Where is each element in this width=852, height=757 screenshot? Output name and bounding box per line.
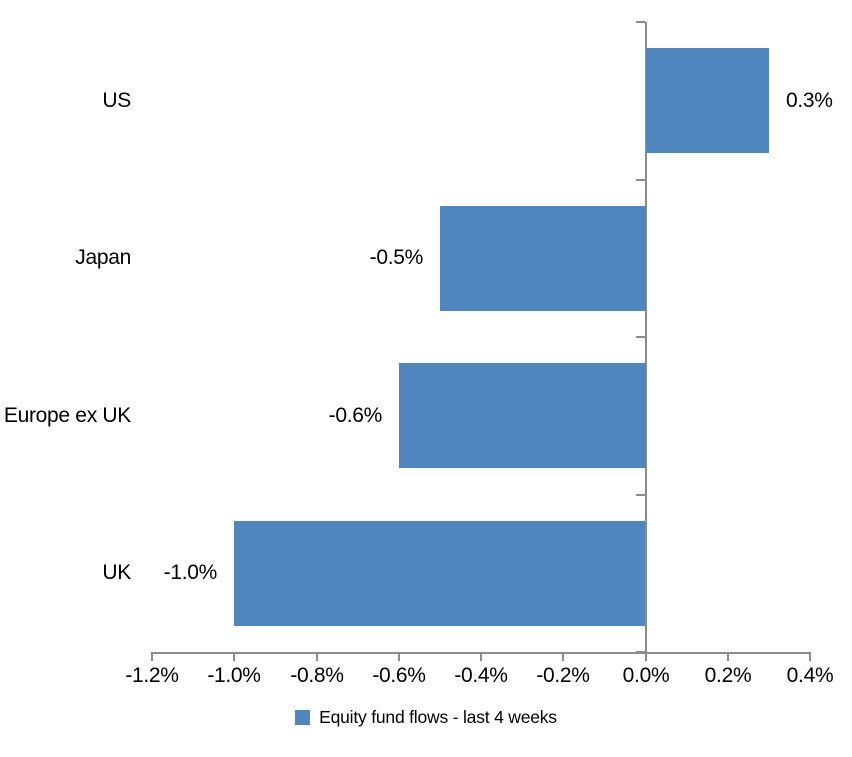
data-label: -1.0% xyxy=(163,560,218,584)
x-tick xyxy=(151,652,153,661)
bar xyxy=(646,48,769,153)
bar xyxy=(440,206,646,311)
data-label: -0.6% xyxy=(328,403,383,427)
category-label: UK xyxy=(102,560,131,584)
y-tick xyxy=(636,21,645,23)
legend: Equity fund flows - last 4 weeks xyxy=(0,707,852,728)
zero-axis-line xyxy=(645,22,647,654)
bar xyxy=(399,363,646,468)
x-tick-label: -0.4% xyxy=(454,664,508,687)
y-tick xyxy=(636,179,645,181)
x-tick xyxy=(398,652,400,661)
y-tick xyxy=(636,336,645,338)
x-tick xyxy=(727,652,729,661)
x-tick xyxy=(480,652,482,661)
x-tick xyxy=(316,652,318,661)
x-tick-label: -0.6% xyxy=(372,664,426,687)
x-tick-label: 0.2% xyxy=(704,664,752,687)
x-tick xyxy=(809,652,811,661)
bar xyxy=(234,521,645,626)
data-label: -0.5% xyxy=(369,245,424,269)
category-label: Europe ex UK xyxy=(3,403,131,427)
legend-series-swatch-icon xyxy=(295,710,311,725)
x-tick-label: -0.8% xyxy=(290,664,344,687)
x-tick xyxy=(233,652,235,661)
category-label: Japan xyxy=(75,245,131,269)
x-tick-label: -1.2% xyxy=(125,664,179,687)
legend-label: Equity fund flows - last 4 weeks xyxy=(319,707,557,727)
x-tick xyxy=(645,652,647,661)
x-tick-label: -0.2% xyxy=(536,664,590,687)
category-label: US xyxy=(102,88,131,112)
x-tick-label: -1.0% xyxy=(207,664,261,687)
y-tick xyxy=(636,651,645,653)
data-label: 0.3% xyxy=(786,88,833,112)
x-tick-label: 0.4% xyxy=(786,664,834,687)
y-tick xyxy=(636,494,645,496)
x-tick-label: 0.0% xyxy=(622,664,670,687)
x-tick xyxy=(562,652,564,661)
